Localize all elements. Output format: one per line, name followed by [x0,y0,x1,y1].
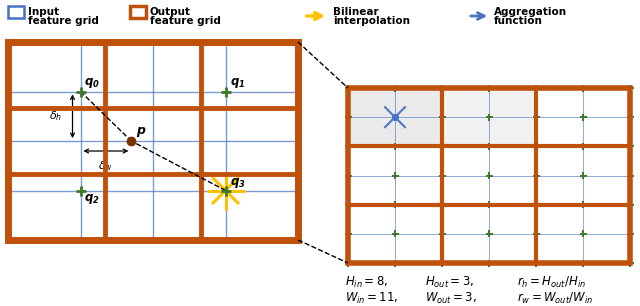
Bar [348,88,630,263]
Text: Input: Input [28,7,59,17]
Bar [442,88,536,146]
Text: $r_w = W_{out}/W_{in}$: $r_w = W_{out}/W_{in}$ [517,291,593,306]
Text: $H_{in} = 8,$: $H_{in} = 8,$ [345,275,388,290]
Text: $\bfit{q}_0$: $\bfit{q}_0$ [84,76,100,91]
Text: $W_{in} = 11,$: $W_{in} = 11,$ [345,291,399,306]
Text: $r_h = H_{out}/H_{in}$: $r_h = H_{out}/H_{in}$ [517,275,586,290]
Text: feature grid: feature grid [28,16,99,26]
Text: Output: Output [150,7,191,17]
Text: Bilinear: Bilinear [333,7,379,17]
Text: Aggregation: Aggregation [494,7,567,17]
Bar [8,6,24,18]
Bar [8,42,298,240]
Text: $\delta_h$: $\delta_h$ [49,109,63,123]
Text: function: function [494,16,543,26]
Text: feature grid: feature grid [150,16,221,26]
Text: $W_{out} = 3,$: $W_{out} = 3,$ [425,291,477,306]
Text: $\bfit{q}_1$: $\bfit{q}_1$ [230,76,244,91]
Text: interpolation: interpolation [333,16,410,26]
Text: $H_{out} = 3,$: $H_{out} = 3,$ [425,275,474,290]
Bar [348,88,630,263]
Bar [8,42,298,240]
Bar [348,88,442,146]
Bar [130,6,146,18]
Text: $\bfit{p}$: $\bfit{p}$ [136,125,147,139]
Text: $\bfit{q}_3$: $\bfit{q}_3$ [230,176,245,189]
Text: $\bfit{q}_2$: $\bfit{q}_2$ [84,192,100,207]
Text: $\delta_w$: $\delta_w$ [99,159,113,173]
